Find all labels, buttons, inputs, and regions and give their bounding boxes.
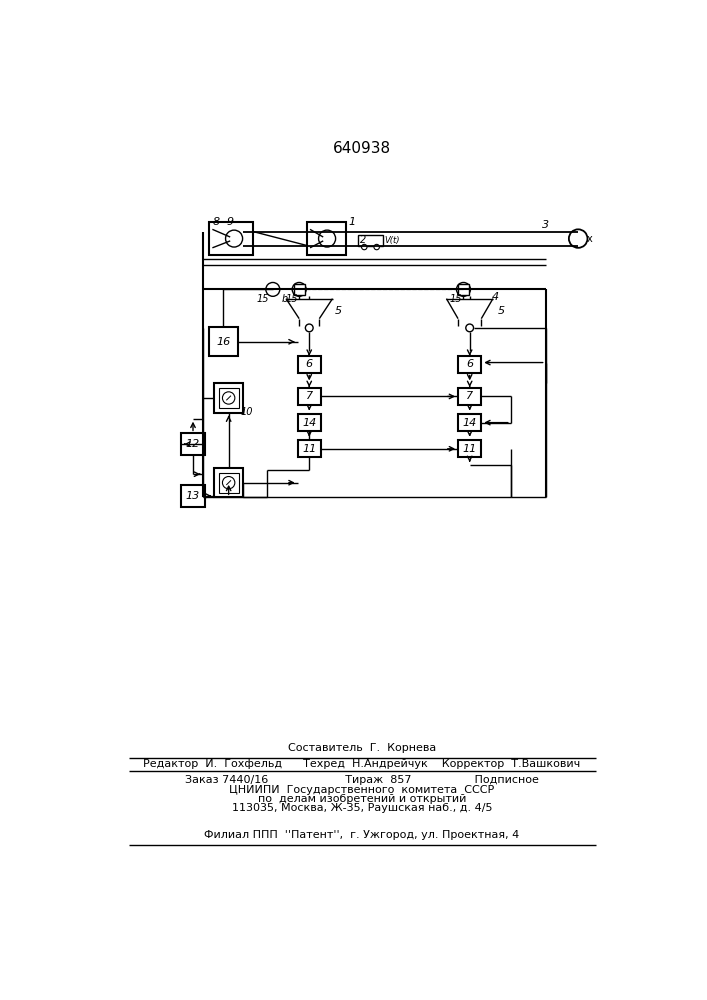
Text: 5: 5	[498, 306, 505, 316]
Circle shape	[292, 282, 306, 296]
Bar	[209, 327, 238, 356]
Circle shape	[374, 244, 380, 250]
Text: x: x	[587, 234, 592, 244]
Text: 5: 5	[334, 306, 341, 316]
Bar	[298, 356, 321, 373]
Bar	[458, 284, 469, 295]
Bar	[218, 473, 239, 493]
Text: 6: 6	[305, 359, 312, 369]
Bar	[458, 388, 481, 405]
Bar	[298, 388, 321, 405]
Circle shape	[266, 282, 280, 296]
Bar	[458, 440, 481, 457]
Text: 1: 1	[349, 217, 356, 227]
Text: 7: 7	[466, 391, 473, 401]
Text: 10: 10	[241, 407, 254, 417]
Text: Редактор  И.  Гохфельд      Техред  Н.Андрейчук    Корректор  Т.Вашкович: Редактор И. Гохфельд Техред Н.Андрейчук …	[144, 759, 580, 769]
Bar	[218, 388, 239, 408]
Text: 14: 14	[462, 418, 477, 428]
Text: b: b	[281, 294, 288, 304]
Text: ЦНИИПИ  Государственного  комитета  СССР: ЦНИИПИ Государственного комитета СССР	[229, 785, 495, 795]
Text: 11: 11	[302, 444, 316, 454]
Bar	[298, 440, 321, 457]
Text: V(t): V(t)	[385, 236, 400, 245]
Text: 14: 14	[302, 418, 316, 428]
Bar	[458, 356, 481, 373]
Text: 4: 4	[491, 292, 499, 302]
Circle shape	[305, 324, 313, 332]
Text: 7: 7	[305, 391, 312, 401]
Bar	[298, 414, 321, 431]
Bar	[214, 383, 243, 413]
Circle shape	[226, 230, 243, 247]
Bar	[458, 414, 481, 431]
Text: по  делам изобретений и открытий: по делам изобретений и открытий	[258, 794, 466, 804]
Text: 113035, Москва, Ж-35, Раушская наб., д. 4/5: 113035, Москва, Ж-35, Раушская наб., д. …	[232, 803, 492, 813]
Text: Заказ 7440/16                      Тираж  857                  Подписное: Заказ 7440/16 Тираж 857 Подписное	[185, 775, 539, 785]
Text: 15: 15	[285, 294, 298, 304]
Text: Составитель  Г.  Корнева: Составитель Г. Корнева	[288, 743, 436, 753]
Text: 8: 8	[213, 217, 220, 227]
Text: 15: 15	[450, 294, 462, 304]
Circle shape	[223, 392, 235, 404]
Text: 9: 9	[227, 217, 234, 227]
Bar	[214, 468, 243, 497]
Circle shape	[223, 477, 235, 489]
Text: 13: 13	[186, 491, 200, 501]
Circle shape	[466, 324, 474, 332]
Circle shape	[457, 282, 470, 296]
Bar	[209, 222, 253, 255]
Bar	[182, 485, 204, 507]
Text: 15: 15	[257, 294, 269, 304]
Circle shape	[569, 229, 588, 248]
Bar	[293, 284, 305, 295]
Text: 16: 16	[216, 337, 230, 347]
Text: 11: 11	[462, 444, 477, 454]
Circle shape	[361, 244, 367, 250]
Bar	[182, 433, 204, 455]
Circle shape	[319, 230, 336, 247]
Text: 6: 6	[466, 359, 473, 369]
Text: Филиал ППП  ''Патент'',  г. Ужгород, ул. Проектная, 4: Филиал ППП ''Патент'', г. Ужгород, ул. П…	[204, 830, 520, 840]
Text: 3: 3	[542, 220, 549, 230]
Text: 640938: 640938	[333, 141, 391, 156]
Bar	[307, 222, 346, 255]
Text: 12: 12	[186, 439, 200, 449]
Bar	[358, 235, 383, 246]
Text: 2: 2	[361, 235, 367, 245]
